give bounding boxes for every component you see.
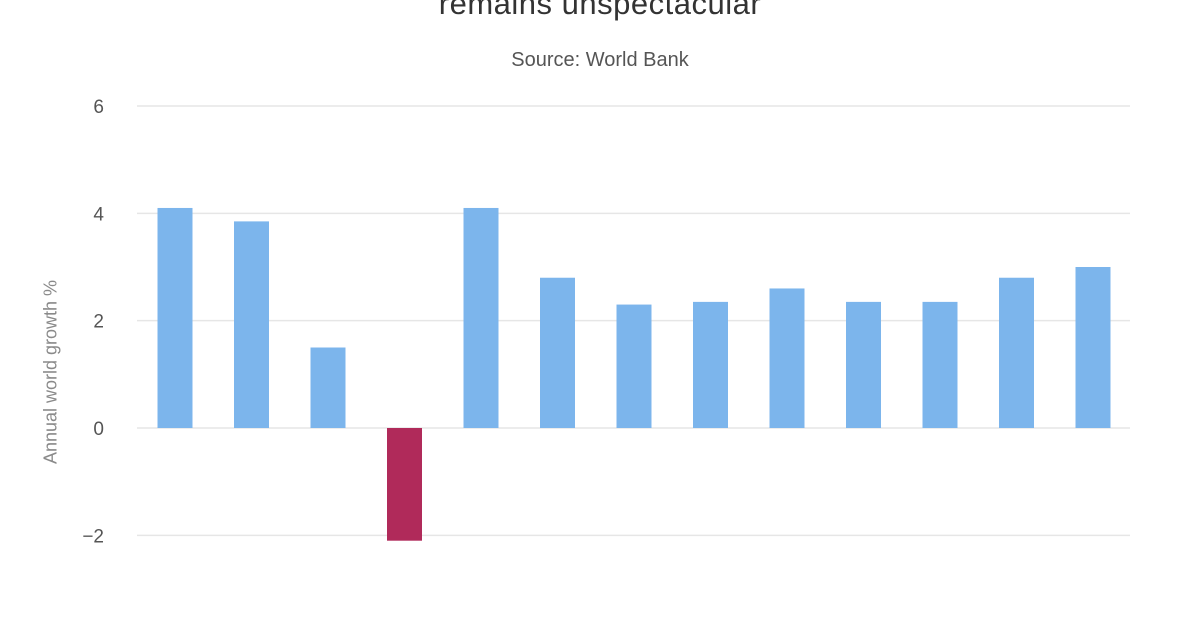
bar[interactable]: [463, 207, 499, 428]
y-axis-ticks: 6 4 2 0 −2: [82, 97, 104, 547]
bar[interactable]: [769, 288, 805, 428]
chart-subtitle: Source: World Bank: [511, 49, 689, 71]
y-tick-label: 0: [93, 419, 104, 440]
y-tick-label: 2: [93, 312, 104, 333]
bar[interactable]: [999, 277, 1034, 428]
bar[interactable]: [540, 277, 575, 428]
bars: [157, 207, 1111, 541]
bar[interactable]: [234, 221, 269, 428]
bar[interactable]: [157, 207, 193, 428]
bar[interactable]: [846, 301, 881, 428]
bar[interactable]: [922, 301, 958, 428]
y-tick-label: 6: [93, 97, 104, 118]
y-tick-label: 4: [93, 204, 104, 225]
bar[interactable]: [693, 301, 728, 428]
bar[interactable]: [387, 428, 422, 541]
bar[interactable]: [310, 347, 346, 429]
bar[interactable]: [1075, 267, 1111, 428]
bar[interactable]: [616, 304, 652, 428]
chart-title: remains unspectacular: [438, 0, 762, 21]
y-tick-label: −2: [82, 526, 104, 547]
